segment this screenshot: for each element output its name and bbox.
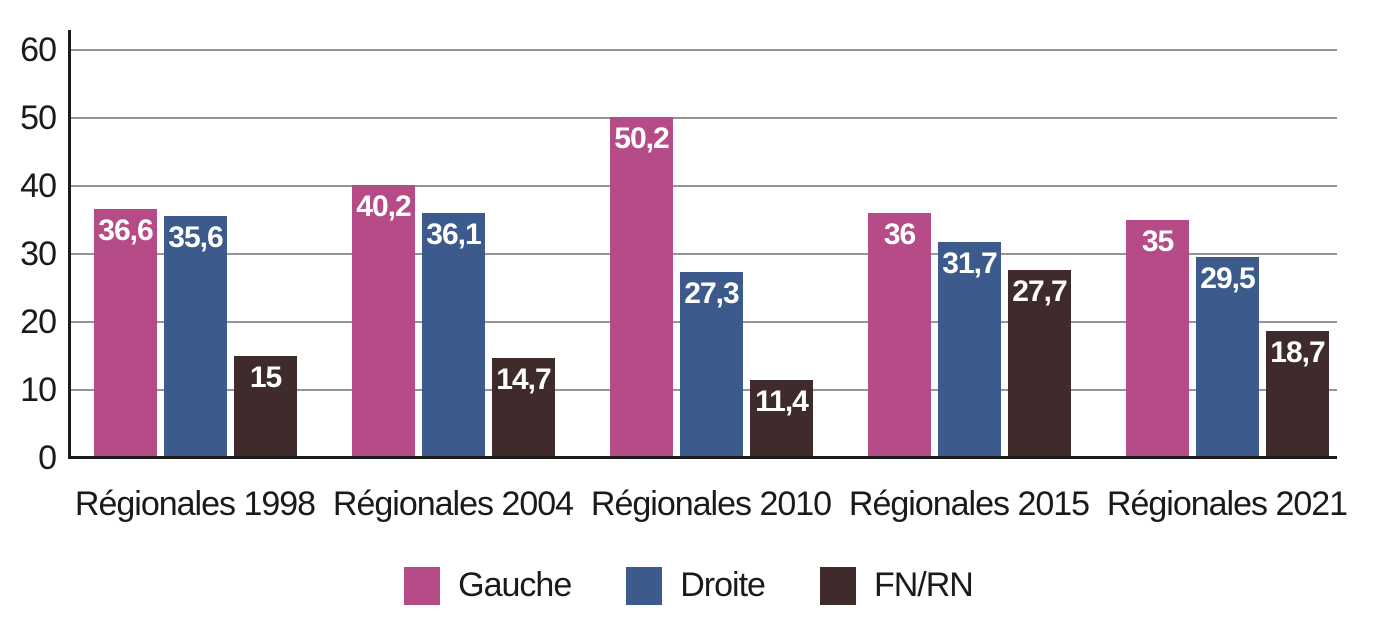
bar-value-label: 18,7 [1270,335,1325,369]
bar-value-label: 14,7 [496,363,551,397]
bar-gauche: 35 [1126,220,1189,458]
bar-value-label: 27,7 [1012,274,1067,308]
y-axis-tick-label: 20 [20,303,57,341]
x-axis-category-label: Régionales 1998 [74,485,316,523]
x-axis-category-label: Régionales 2015 [848,485,1090,523]
gridline-60 [70,49,1337,51]
bar-group: 40,2 36,1 14,7 [352,184,555,458]
legend-item: Gauche [404,566,572,605]
bar-value-label: 15 [249,361,282,394]
bar-value-label: 27,3 [684,277,739,311]
x-axis-category-label: Régionales 2004 [332,485,574,523]
y-axis-tick-label: 50 [20,99,57,137]
bar-fn-rn: 14,7 [492,358,555,458]
bar-fn-rn: 15 [234,356,297,458]
bar-droite: 31,7 [938,242,1001,458]
x-axis-line [70,456,1337,459]
bar-group: 36 31,7 27,7 [868,213,1071,458]
bar-droite: 29,5 [1196,257,1259,458]
y-axis-tick-label: 60 [20,31,57,69]
plot-area: 36,6 35,6 15 40,2 36,1 14,7 50,2 27,3 11,4 36 31,7… [70,49,1337,459]
bar-fn-rn: 11,4 [750,380,813,458]
legend-item: Droite [626,566,766,605]
bar-value-label: 35,6 [168,220,223,254]
bar-gauche: 50,2 [610,116,673,458]
bar-fn-rn: 18,7 [1266,330,1329,458]
bar-value-label: 36,6 [98,214,153,248]
bar-gauche: 36,6 [94,209,157,458]
bar-group: 35 29,5 18,7 [1126,220,1329,458]
legend-swatch-gauche [404,566,441,605]
bar-droite: 27,3 [680,272,743,458]
legend-label: FN/RN [873,566,974,604]
x-axis-category-label: Régionales 2021 [1106,485,1348,523]
legend: Gauche Droite FN/RN [0,566,1377,605]
bar-value-label: 36,1 [426,217,481,251]
bar-droite: 35,6 [164,215,227,458]
bar-value-label: 29,5 [1200,262,1255,296]
legend-swatch-fn-rn [819,566,856,605]
legend-label: Droite [680,566,766,604]
bar-group: 50,2 27,3 11,4 [610,116,813,458]
y-axis-tick-label: 0 [38,439,57,477]
bar-gauche: 40,2 [352,184,415,458]
bar-fn-rn: 27,7 [1008,269,1071,458]
y-axis-tick-label: 30 [20,235,57,273]
y-axis-tick-label: 40 [20,167,57,205]
bar-value-label: 31,7 [942,247,997,281]
y-axis-line [68,30,71,459]
gridline-30 [70,253,1337,255]
bar-value-label: 50,2 [614,121,669,155]
legend-swatch-droite [626,566,663,605]
bar-value-label: 36 [883,218,916,252]
y-axis-tick-label: 10 [20,371,57,409]
bar-droite: 36,1 [422,212,485,458]
x-axis-category-label: Régionales 2010 [590,485,832,523]
gridline-50 [70,117,1337,119]
legend-item: FN/RN [819,566,974,605]
legend-label: Gauche [458,566,572,604]
bar-value-label: 35 [1141,225,1174,258]
bar-value-label: 11,4 [755,385,809,419]
bar-gauche: 36 [868,213,931,458]
bar-group: 36,6 35,6 15 [94,209,297,458]
gridline-40 [70,185,1337,187]
bar-value-label: 40,2 [356,189,411,223]
